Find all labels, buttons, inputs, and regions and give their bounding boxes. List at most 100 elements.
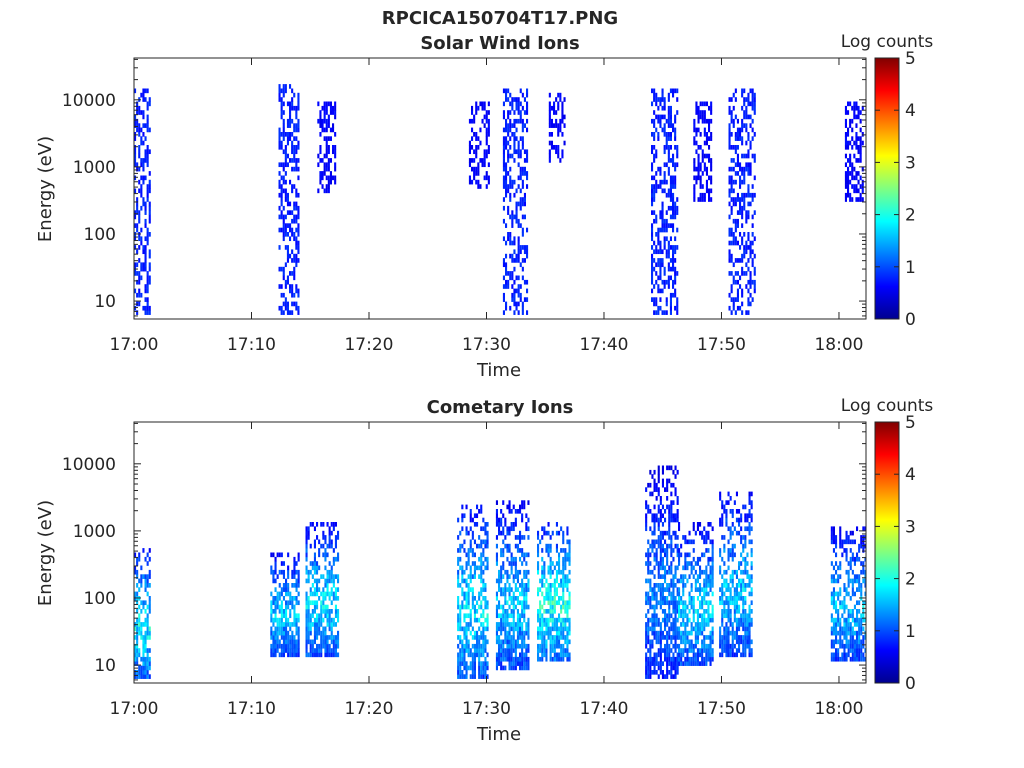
heatmap-cell [730,297,733,302]
heatmap-cell [322,530,325,536]
heatmap-cell [693,118,696,124]
heatmap-cell [705,118,708,124]
heatmap-cell [278,140,281,146]
heatmap-cell [830,656,833,662]
heatmap-cell [666,656,669,662]
heatmap-cell [539,635,542,640]
heatmap-cell [748,604,751,610]
heatmap-cell [495,652,498,658]
heatmap-cell [664,578,667,584]
heatmap-cell [484,596,487,601]
heatmap-cell [558,643,561,649]
heatmap-cell [550,105,553,111]
heatmap-cell [669,110,672,115]
heatmap-cell [669,192,672,198]
heatmap-cell [471,665,474,671]
heatmap-cell [278,604,281,610]
heatmap-cell [468,179,471,185]
heatmap-cell [505,175,508,181]
heatmap-cell [293,574,296,579]
heatmap-cell [684,635,687,640]
heatmap-cell [839,635,842,640]
heatmap-cell [305,652,308,658]
heatmap-cell [478,604,481,610]
heatmap-cell [481,158,484,163]
heatmap-cell [655,97,658,102]
heatmap-cell [513,179,516,185]
heatmap-cell [280,552,283,558]
heatmap-cell [295,127,298,133]
heatmap-cell [659,118,662,124]
heatmap-cell [653,88,656,94]
heatmap-cell [136,670,139,675]
heatmap-cell [471,561,474,566]
heatmap-cell [653,556,656,562]
heatmap-cell [657,240,660,246]
heatmap-cell [745,105,748,111]
heatmap-cell [291,271,294,276]
heatmap-cell [690,569,693,575]
x-tick-label: 17:30 [462,699,511,719]
heatmap-cell [502,648,505,653]
heatmap-cell [513,214,516,220]
heatmap-cell [657,474,660,479]
heatmap-cell [280,626,283,632]
heatmap-cell [655,245,658,250]
heatmap-cell [674,530,677,536]
heatmap-cell [521,613,524,619]
heatmap-cell [498,648,501,653]
heatmap-cell [517,97,520,102]
heatmap-cell [729,622,732,627]
heatmap-cell [295,110,298,115]
heatmap-cell [694,569,697,575]
heatmap-cell [659,596,662,601]
heatmap-cell [728,305,731,311]
heatmap-cell [317,153,320,159]
heatmap-cell [146,105,149,111]
heatmap-cell [670,578,673,584]
heatmap-cell [725,509,728,514]
heatmap-cell [287,643,290,649]
heatmap-cell [736,158,739,163]
heatmap-cell [672,626,675,632]
heatmap-cell [740,526,743,532]
heatmap-cell [461,600,464,606]
heatmap-cell [146,656,149,662]
heatmap-cell [705,643,708,649]
heatmap-cell [480,509,483,514]
heatmap-cell [858,600,861,606]
heatmap-cell [541,648,544,653]
heatmap-cell [857,145,860,150]
heatmap-cell [730,158,733,163]
heatmap-cell [651,258,654,263]
heatmap-cell [693,188,696,194]
heatmap-cell [676,652,679,658]
heatmap-cell [140,227,143,233]
heatmap-cell [291,188,294,194]
heatmap-cell [668,478,671,484]
heatmap-cell [140,184,143,189]
heatmap-cell [739,127,742,133]
heatmap-cell [502,604,505,610]
heatmap-cell [705,166,708,172]
heatmap-cell [516,635,519,640]
heatmap-cell [851,539,854,545]
heatmap-cell [523,158,526,163]
heatmap-cell [287,552,290,558]
heatmap-cell [457,665,460,671]
heatmap-cell [334,114,337,120]
heatmap-cell [484,639,487,645]
heatmap-cell [517,105,520,111]
heatmap-cell [280,105,283,111]
heatmap-cell [319,110,322,115]
heatmap-cell [506,648,509,653]
heatmap-cell [526,184,529,189]
heatmap-cell [657,236,660,242]
heatmap-cell [701,622,704,627]
heatmap-cell [138,123,141,128]
heatmap-cell [674,166,677,172]
heatmap-cell [144,674,147,679]
heatmap-cell [461,639,464,645]
heatmap-cell [521,166,524,172]
heatmap-cell [329,175,332,181]
